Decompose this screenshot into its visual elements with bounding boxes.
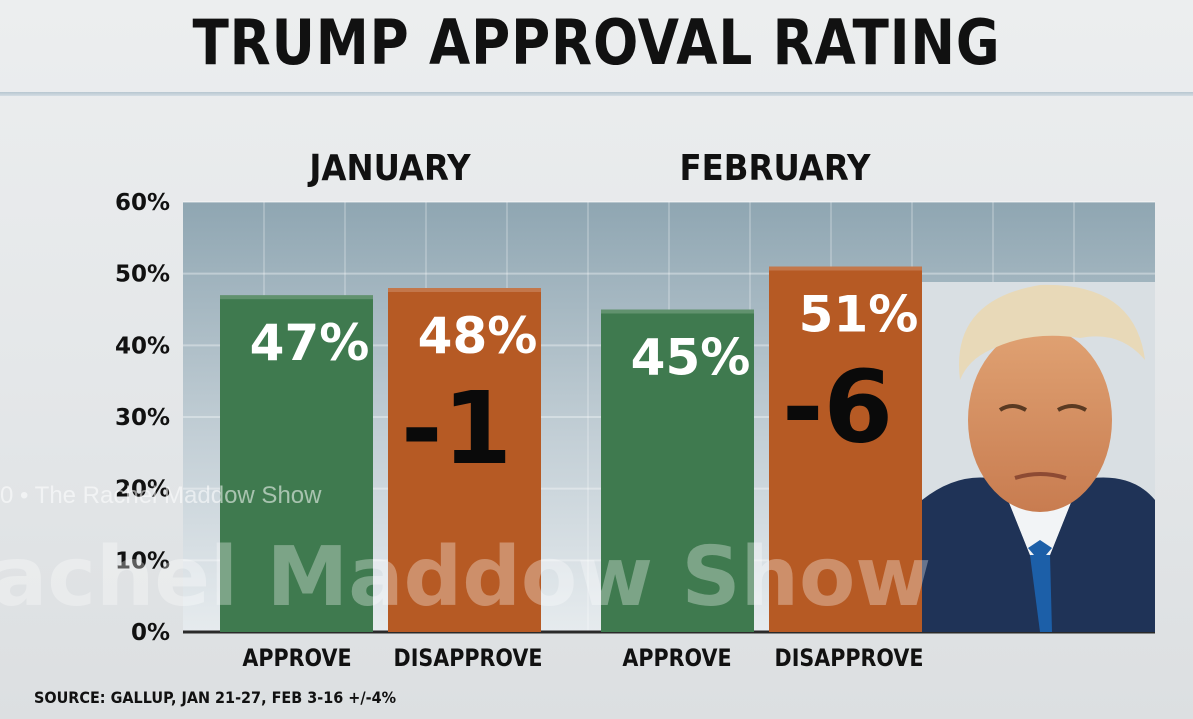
bar-highlight xyxy=(601,309,754,314)
bar-highlight xyxy=(388,288,541,292)
bars: 47% 48%-1 45% 51%-6 xyxy=(220,266,922,632)
bar-highlight xyxy=(769,266,922,271)
category-label-approve-jan: APPROVE xyxy=(242,644,352,672)
group-label-february: FEBRUARY xyxy=(679,148,871,189)
category-label-disapprove-jan: DISAPPROVE xyxy=(393,644,543,672)
category-label-approve-feb: APPROVE xyxy=(622,644,732,672)
bar-disapprove-january xyxy=(388,288,541,632)
data-label: 51% xyxy=(799,286,919,344)
bar-disapprove-february xyxy=(769,266,922,632)
bar-approve-january xyxy=(220,295,373,632)
y-axis-ticks: 0% 10% 20% 30% 40% 50% 60% xyxy=(115,190,170,646)
title-divider xyxy=(0,92,1193,96)
source-note: SOURCE: GALLUP, JAN 21-27, FEB 3-16 +/-4… xyxy=(34,688,397,707)
chart-title: TRUMP APPROVAL RATING xyxy=(192,6,1001,79)
y-tick-label: 0% xyxy=(131,620,170,646)
y-tick-label: 60% xyxy=(115,190,170,216)
watermark: achel Maddow Show xyxy=(0,530,932,625)
y-tick-label: 10% xyxy=(115,548,170,574)
net-difference-label: -1 xyxy=(401,370,512,487)
data-label: 45% xyxy=(631,329,751,387)
group-label-january: JANUARY xyxy=(309,148,471,189)
y-tick-label: 40% xyxy=(115,333,170,359)
category-label-disapprove-feb: DISAPPROVE xyxy=(774,644,924,672)
net-difference-label: -6 xyxy=(782,349,893,466)
y-tick-label: 50% xyxy=(115,262,170,288)
y-tick-label: 20% xyxy=(115,477,170,503)
watermark-caption: 0 • The Rachel Maddow Show xyxy=(0,482,322,509)
data-label: 48% xyxy=(418,307,538,365)
y-tick-label: 30% xyxy=(115,405,170,431)
bar-highlight xyxy=(220,295,373,300)
data-label: 47% xyxy=(250,314,370,372)
trump-portrait-icon xyxy=(922,282,1155,632)
bar-approve-february xyxy=(601,309,754,632)
